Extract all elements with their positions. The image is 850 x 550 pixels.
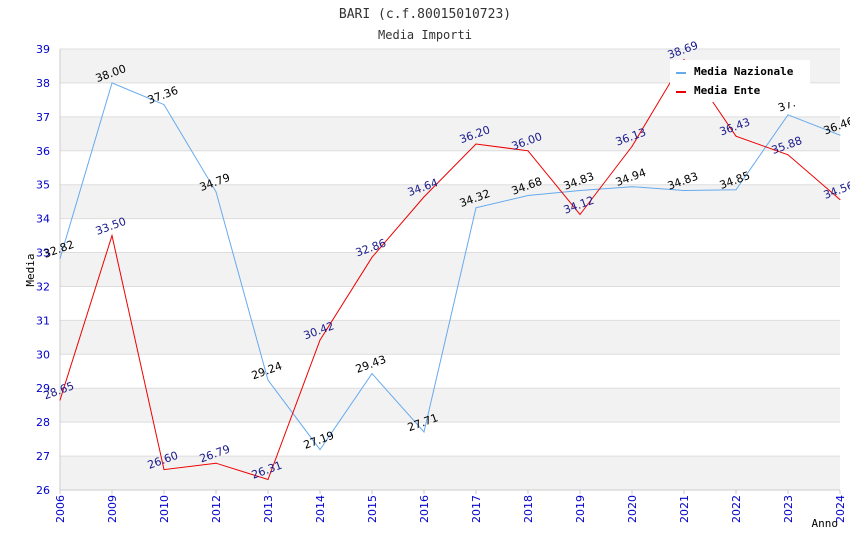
- x-tick-labels: 2006 2009 2010 2012 2013 2014 2015 2016 2017 2018…: [54, 490, 847, 523]
- y-tick-label: 37: [36, 111, 50, 124]
- y-axis-label: Media: [24, 253, 37, 286]
- y-tick-label: 36: [36, 145, 50, 158]
- data-point: [735, 189, 737, 191]
- y-tick-label: 32: [36, 280, 50, 293]
- y-tick-label: 27: [36, 450, 50, 463]
- data-point: [111, 82, 113, 84]
- x-tick-label: 2023: [782, 495, 795, 523]
- data-point: [631, 145, 633, 147]
- band-30: [60, 320, 840, 355]
- x-tick-label: 2010: [158, 495, 171, 523]
- legend-label-ente: Media Ente: [694, 84, 761, 97]
- data-point: [839, 199, 841, 201]
- data-point: [215, 191, 217, 193]
- data-point: [59, 258, 61, 260]
- chart-subtitle: Media Importi: [378, 28, 472, 42]
- x-tick-label: 2022: [730, 495, 743, 523]
- x-tick-label: 2016: [418, 495, 431, 523]
- data-point: [59, 399, 61, 401]
- y-tick-label: 35: [36, 179, 50, 192]
- series-line-nazionale: [59, 82, 841, 451]
- y-tick-labels: 26 27 28 29 30 31 32 33 34 35 36 37 38 39: [36, 43, 50, 497]
- x-tick-label: 2012: [210, 495, 223, 523]
- x-tick-label: 2009: [106, 495, 119, 523]
- legend-box: [670, 60, 810, 102]
- y-tick-label: 29: [36, 382, 50, 395]
- y-tick-label: 38: [36, 77, 50, 90]
- x-tick-label: 2014: [314, 495, 327, 523]
- legend: Media Nazionale Media Ente: [670, 60, 810, 102]
- legend-label-nazionale: Media Nazionale: [694, 65, 794, 78]
- band-26: [60, 456, 840, 490]
- data-point: [163, 104, 165, 106]
- data-point: [163, 469, 165, 471]
- x-tick-label: 2020: [626, 495, 639, 523]
- data-point: [683, 189, 685, 191]
- band-35: [60, 150, 840, 185]
- data-point: [319, 339, 321, 341]
- background-bands: [60, 49, 840, 490]
- band-32: [60, 252, 840, 287]
- y-tick-label: 33: [36, 247, 50, 260]
- data-point: [267, 379, 269, 381]
- data-point: [267, 478, 269, 480]
- x-tick-label: 2015: [366, 495, 379, 523]
- chart-title: BARI (c.f.80015010723): [339, 7, 511, 22]
- data-point: [319, 449, 321, 451]
- x-tick-label: 2024: [834, 495, 847, 523]
- y-tick-label: 34: [36, 213, 50, 226]
- y-tick-label: 30: [36, 348, 50, 361]
- y-tick-label: 31: [36, 314, 50, 327]
- x-axis-label: Anno: [812, 517, 839, 530]
- data-point: [527, 195, 529, 197]
- band-31: [60, 286, 840, 321]
- y-tick-label: 39: [36, 43, 50, 56]
- data-point: [527, 150, 529, 152]
- x-tick-label: 2019: [574, 495, 587, 523]
- band-27: [60, 422, 840, 457]
- band-36: [60, 116, 840, 151]
- data-point: [475, 207, 477, 209]
- y-tick-label: 26: [36, 484, 50, 497]
- data-point: [423, 196, 425, 198]
- data-point: [787, 154, 789, 156]
- axes: [59, 49, 840, 491]
- band-28: [60, 388, 840, 423]
- data-point: [423, 431, 425, 433]
- data-point: [787, 114, 789, 116]
- x-tick-label: 2017: [470, 495, 483, 523]
- x-tick-label: 2021: [678, 495, 691, 523]
- x-tick-label: 2013: [262, 495, 275, 523]
- x-tick-label: 2006: [54, 495, 67, 523]
- data-point: [111, 235, 113, 237]
- data-point: [579, 189, 581, 191]
- band-29: [60, 354, 840, 389]
- data-point: [215, 462, 217, 464]
- data-point: [735, 135, 737, 137]
- data-point: [631, 186, 633, 188]
- data-point: [371, 256, 373, 258]
- band-33: [60, 218, 840, 253]
- y-tick-label: 28: [36, 416, 50, 429]
- x-tick-label: 2018: [522, 495, 535, 523]
- data-point: [579, 214, 581, 216]
- data-point: [475, 143, 477, 145]
- data-point: [371, 373, 373, 375]
- data-point: [839, 134, 841, 136]
- data-point: [683, 59, 685, 61]
